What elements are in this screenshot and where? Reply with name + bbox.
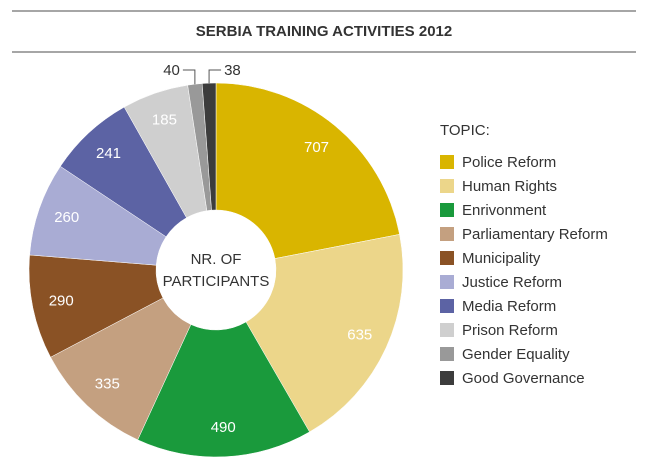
legend-label: Good Governance bbox=[462, 370, 585, 387]
data-label: 185 bbox=[152, 112, 177, 129]
legend-label: Parliamentary Reform bbox=[462, 226, 608, 243]
legend-swatch bbox=[440, 299, 454, 313]
legend-swatch bbox=[440, 251, 454, 265]
data-label: 40 bbox=[163, 62, 180, 79]
slice bbox=[201, 82, 217, 211]
legend-swatch bbox=[440, 155, 454, 169]
legend-swatch bbox=[440, 275, 454, 289]
legend-swatch bbox=[440, 323, 454, 337]
data-label: 241 bbox=[96, 145, 121, 162]
legend-label: Prison Reform bbox=[462, 322, 558, 339]
legend-label: Media Reform bbox=[462, 298, 556, 315]
legend-label: Municipality bbox=[462, 250, 541, 267]
data-label: 335 bbox=[95, 376, 120, 393]
slice bbox=[215, 82, 400, 259]
data-label: 290 bbox=[49, 293, 74, 310]
leader-line bbox=[208, 69, 222, 84]
center-label: PARTICIPANTS bbox=[163, 273, 270, 290]
data-label: 38 bbox=[224, 62, 241, 79]
legend-swatch bbox=[440, 227, 454, 241]
legend-title: TOPIC: bbox=[440, 122, 490, 139]
legend-label: Gender Equality bbox=[462, 346, 570, 363]
legend-swatch bbox=[440, 371, 454, 385]
data-label: 260 bbox=[54, 209, 79, 226]
chart-title: SERBIA TRAINING ACTIVITIES 2012 bbox=[196, 23, 452, 40]
center-label: NR. OF bbox=[191, 251, 242, 268]
slice bbox=[137, 321, 310, 458]
legend-label: Human Rights bbox=[462, 178, 557, 195]
legend-swatch bbox=[440, 347, 454, 361]
legend-swatch bbox=[440, 203, 454, 217]
legend-label: Enrivonment bbox=[462, 202, 547, 219]
data-label: 707 bbox=[304, 139, 329, 156]
data-label: 635 bbox=[347, 327, 372, 344]
slice bbox=[245, 234, 404, 433]
data-label: 490 bbox=[211, 419, 236, 436]
legend-label: Police Reform bbox=[462, 154, 556, 171]
leader-line bbox=[182, 69, 196, 85]
legend-swatch bbox=[440, 179, 454, 193]
legend-label: Justice Reform bbox=[462, 274, 562, 291]
